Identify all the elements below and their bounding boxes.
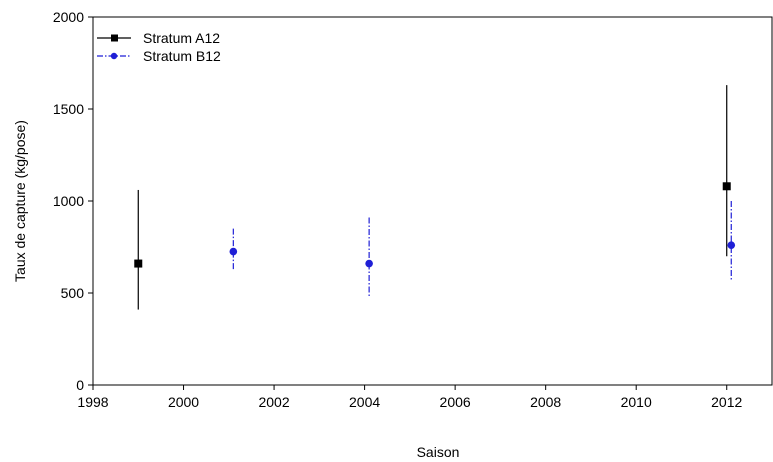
legend-label: Stratum A12 <box>143 30 220 46</box>
plot-frame <box>92 16 773 386</box>
x-tick-label: 2006 <box>440 394 471 410</box>
x-ticks: 1998 2000 2002 2004 2006 2008 2010 2012 <box>77 385 743 410</box>
data-point <box>722 182 731 191</box>
data-point <box>134 259 143 268</box>
x-tick-label: 2004 <box>349 394 380 410</box>
y-axis-label: Taux de capture (kg/pose) <box>12 120 28 282</box>
legend-label: Stratum B12 <box>143 48 221 64</box>
x-tick-label: 2002 <box>258 394 289 410</box>
legend-marker <box>110 52 118 60</box>
x-tick-label: 2000 <box>168 394 199 410</box>
data-marks <box>134 85 736 310</box>
y-tick-label: 0 <box>76 377 84 393</box>
y-tick-label: 1500 <box>53 101 84 117</box>
data-point <box>229 247 238 256</box>
axes <box>92 16 773 386</box>
x-axis-label: Saison <box>417 444 460 460</box>
y-tick-label: 1000 <box>53 193 84 209</box>
x-tick-label: 1998 <box>77 394 108 410</box>
data-point <box>727 241 736 249</box>
y-tick-label: 2000 <box>53 9 84 25</box>
x-tick-label: 2010 <box>621 394 652 410</box>
x-tick-label: 2012 <box>711 394 742 410</box>
data-point <box>365 259 373 268</box>
y-ticks: 0 500 1000 1500 2000 <box>53 9 93 393</box>
legend: Stratum A12 Stratum B12 <box>97 30 221 64</box>
y-tick-label: 500 <box>61 285 85 301</box>
legend-marker <box>111 34 118 42</box>
x-tick-label: 2008 <box>530 394 561 410</box>
